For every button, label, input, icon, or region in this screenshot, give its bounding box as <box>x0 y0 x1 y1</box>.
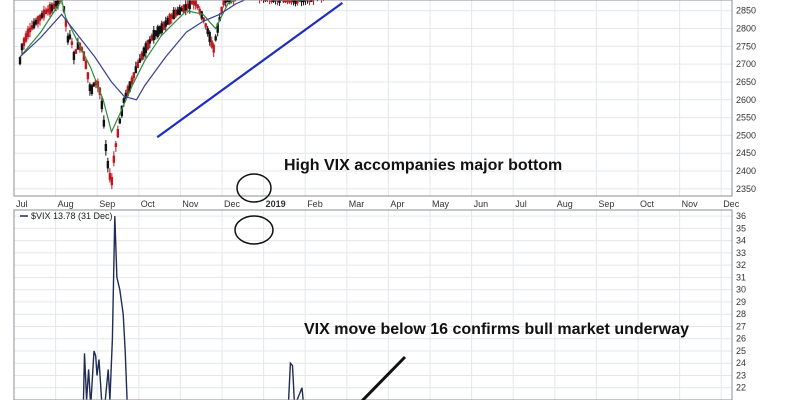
vix-legend: $VIX 13.78 (31 Dec) <box>20 211 113 221</box>
upper-annotation: High VIX accompanies major bottom <box>284 157 562 174</box>
upper-y-tick-label: 2550 <box>736 113 756 123</box>
lower-y-tick-label: 34 <box>736 236 746 246</box>
lower-y-tick-label: 24 <box>736 358 746 368</box>
candle-body <box>214 36 216 40</box>
lower-y-tick-label: 32 <box>736 260 746 270</box>
lower-annotation: VIX move below 16 confirms bull market u… <box>304 321 689 338</box>
candle-body <box>115 143 117 147</box>
upper-y-tick-label: 2600 <box>736 95 756 105</box>
candle-body <box>197 5 199 9</box>
lower-y-tick-label: 23 <box>736 370 746 380</box>
candle-body <box>113 156 115 163</box>
upper-y-tick-label: 2800 <box>736 24 756 34</box>
x-tick-label: Dec <box>723 199 740 209</box>
upper-y-tick-label: 2650 <box>736 77 756 87</box>
upper-y-tick-label: 2400 <box>736 166 756 176</box>
lower-y-tick-label: 22 <box>736 383 746 393</box>
lower-y-tick-label: 27 <box>736 321 746 331</box>
lower-y-tick-label: 35 <box>736 223 746 233</box>
lower-y-tick-label: 29 <box>736 297 746 307</box>
candle-body <box>105 144 107 151</box>
vix-legend-label: $VIX 13.78 (31 Dec) <box>31 211 113 221</box>
x-tick-label: Jun <box>474 199 489 209</box>
candle-body <box>201 11 203 18</box>
lower-y-tick-label: 31 <box>736 272 746 282</box>
candle-body <box>107 161 109 168</box>
candle-body <box>205 23 207 27</box>
upper-y-tick-label: 2350 <box>736 184 756 194</box>
x-tick-label: 2019 <box>266 199 286 209</box>
upper-y-tick-label: 2500 <box>736 130 756 140</box>
candle-body <box>19 57 21 64</box>
lower-y-tick-label: 28 <box>736 309 746 319</box>
candle-body <box>212 45 214 53</box>
x-tick-label: Jul <box>515 199 527 209</box>
x-tick-label: Oct <box>640 199 655 209</box>
candle-body <box>103 120 105 127</box>
lower-y-tick-label: 36 <box>736 211 746 221</box>
x-tick-label: Dec <box>224 199 241 209</box>
x-tick-label: Aug <box>557 199 573 209</box>
x-tick-label: Sep <box>99 199 115 209</box>
lower-y-tick-label: 25 <box>736 346 746 356</box>
upper-y-tick-label: 2700 <box>736 59 756 69</box>
x-tick-label: May <box>432 199 450 209</box>
candle-body <box>133 72 135 78</box>
x-tick-label: Apr <box>390 199 404 209</box>
x-tick-label: Feb <box>307 199 323 209</box>
x-tick-label: Nov <box>182 199 199 209</box>
candle-body <box>69 34 71 38</box>
upper-y-tick-label: 2750 <box>736 41 756 51</box>
candle-body <box>101 101 103 109</box>
x-tick-label: Jul <box>16 199 28 209</box>
candle-body <box>87 72 89 79</box>
candle-body <box>71 41 73 45</box>
candle-body <box>75 49 77 54</box>
x-tick-label: Oct <box>141 199 156 209</box>
candle-body <box>117 129 119 137</box>
lower-y-tick-label: 30 <box>736 285 746 295</box>
x-tick-label: Mar <box>349 199 365 209</box>
lower-y-tick-label: 26 <box>736 334 746 344</box>
x-tick-label: Aug <box>58 199 74 209</box>
candle-body <box>119 119 121 124</box>
lower-y-tick-label: 33 <box>736 248 746 258</box>
x-tick-label: Nov <box>682 199 699 209</box>
candle-body <box>91 85 93 94</box>
candle-body <box>111 177 113 185</box>
upper-y-tick-label: 2850 <box>736 6 756 16</box>
candle-body <box>85 61 87 69</box>
upper-y-tick-label: 2450 <box>736 148 756 158</box>
x-tick-label: Sep <box>598 199 614 209</box>
